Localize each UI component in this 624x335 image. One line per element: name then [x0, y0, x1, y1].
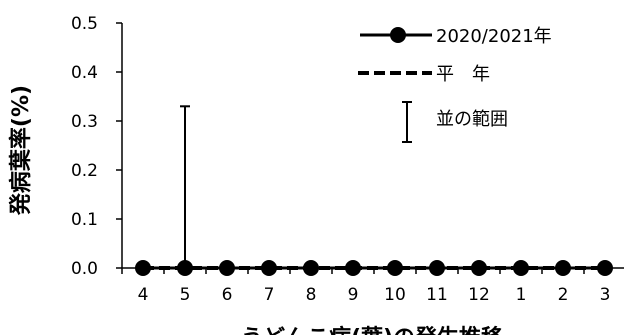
- x-tick-label: 11: [426, 285, 448, 305]
- data-point: [471, 260, 487, 276]
- x-tick-label: 8: [306, 285, 317, 305]
- x-tick-label: 4: [138, 285, 149, 305]
- y-tick-label: 0.2: [71, 161, 98, 181]
- x-tick-label: 6: [222, 285, 233, 305]
- data-point: [135, 260, 151, 276]
- data-point: [345, 260, 361, 276]
- data-point: [303, 260, 319, 276]
- x-tick-label: 2: [558, 285, 569, 305]
- y-tick-label: 0.5: [71, 14, 98, 34]
- points: [135, 260, 613, 276]
- axes: 0.00.10.20.30.40.54 5 6 7 8 9 10 11 12 1 2 3: [71, 14, 624, 305]
- legend-label-series-1: 2020/2021年: [436, 26, 552, 47]
- data-point: [261, 260, 277, 276]
- x-tick-label: 9: [348, 285, 359, 305]
- range-bars: [180, 105, 190, 268]
- y-tick-label: 0.0: [71, 259, 98, 279]
- data-point: [597, 260, 613, 276]
- legend: 2020/2021年 平 年 並の範囲: [358, 26, 552, 143]
- y-axis-label: 発病葉率(%): [8, 85, 34, 216]
- y-tick-label: 0.4: [71, 63, 98, 83]
- data-point: [387, 260, 403, 276]
- x-tick-label: 3: [600, 285, 611, 305]
- data-point: [219, 260, 235, 276]
- x-tick-label: 12: [468, 285, 490, 305]
- x-tick-label: 1: [516, 285, 527, 305]
- data-point: [177, 260, 193, 276]
- legend-label-range: 並の範囲: [436, 109, 508, 130]
- data-point: [513, 260, 529, 276]
- y-tick-label: 0.3: [71, 112, 98, 132]
- x-tick-label: 5: [180, 285, 191, 305]
- y-tick-label: 0.1: [71, 210, 98, 230]
- data-point: [555, 260, 571, 276]
- data-point: [429, 260, 445, 276]
- x-tick-label: 10: [384, 285, 406, 305]
- x-axis-label: うどんこ病(葉)の発生推移: [241, 325, 503, 335]
- legend-marker-circle: [390, 27, 406, 43]
- legend-label-series-2: 平 年: [436, 64, 490, 85]
- x-tick-label: 7: [264, 285, 275, 305]
